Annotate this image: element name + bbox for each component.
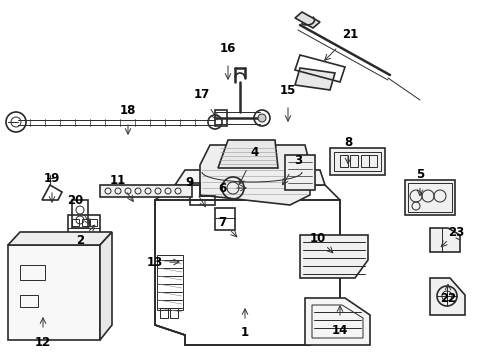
Text: 20: 20	[67, 194, 83, 207]
Text: 23: 23	[447, 225, 463, 238]
Text: 12: 12	[35, 336, 51, 348]
Polygon shape	[429, 278, 464, 315]
Bar	[20, 265, 45, 280]
Text: 7: 7	[218, 216, 225, 229]
Polygon shape	[8, 245, 100, 340]
Polygon shape	[100, 185, 192, 197]
Polygon shape	[175, 170, 325, 185]
Bar	[339, 155, 347, 167]
Polygon shape	[294, 68, 334, 90]
Text: 14: 14	[331, 324, 347, 337]
Polygon shape	[329, 148, 384, 175]
Polygon shape	[305, 298, 369, 345]
Text: 22: 22	[439, 292, 455, 305]
Text: 4: 4	[250, 147, 259, 159]
Polygon shape	[299, 235, 367, 278]
Text: 6: 6	[218, 181, 225, 194]
Bar	[72, 219, 79, 226]
Bar	[20, 295, 38, 307]
Text: 1: 1	[241, 327, 248, 339]
Polygon shape	[404, 180, 454, 215]
Polygon shape	[285, 155, 314, 190]
Bar	[82, 219, 89, 226]
Text: 19: 19	[44, 171, 60, 184]
Bar	[215, 110, 226, 126]
Circle shape	[258, 114, 265, 122]
Text: 3: 3	[293, 153, 302, 166]
Text: 16: 16	[220, 41, 236, 54]
Text: 13: 13	[146, 256, 163, 269]
Polygon shape	[294, 12, 319, 28]
Polygon shape	[200, 145, 309, 205]
Polygon shape	[8, 232, 112, 245]
Text: 9: 9	[185, 175, 194, 189]
Bar	[368, 155, 376, 167]
Text: 11: 11	[110, 174, 126, 186]
Bar	[360, 155, 368, 167]
Text: 10: 10	[309, 231, 325, 244]
Text: 5: 5	[415, 168, 423, 181]
Polygon shape	[218, 140, 278, 168]
Bar	[90, 219, 97, 226]
Bar	[349, 155, 357, 167]
Text: 8: 8	[343, 136, 351, 149]
Polygon shape	[429, 228, 459, 252]
Text: 15: 15	[279, 84, 296, 96]
Text: 2: 2	[76, 234, 84, 247]
Text: 21: 21	[341, 28, 357, 41]
Text: 17: 17	[193, 89, 210, 102]
Polygon shape	[100, 232, 112, 340]
Text: 18: 18	[120, 104, 136, 117]
